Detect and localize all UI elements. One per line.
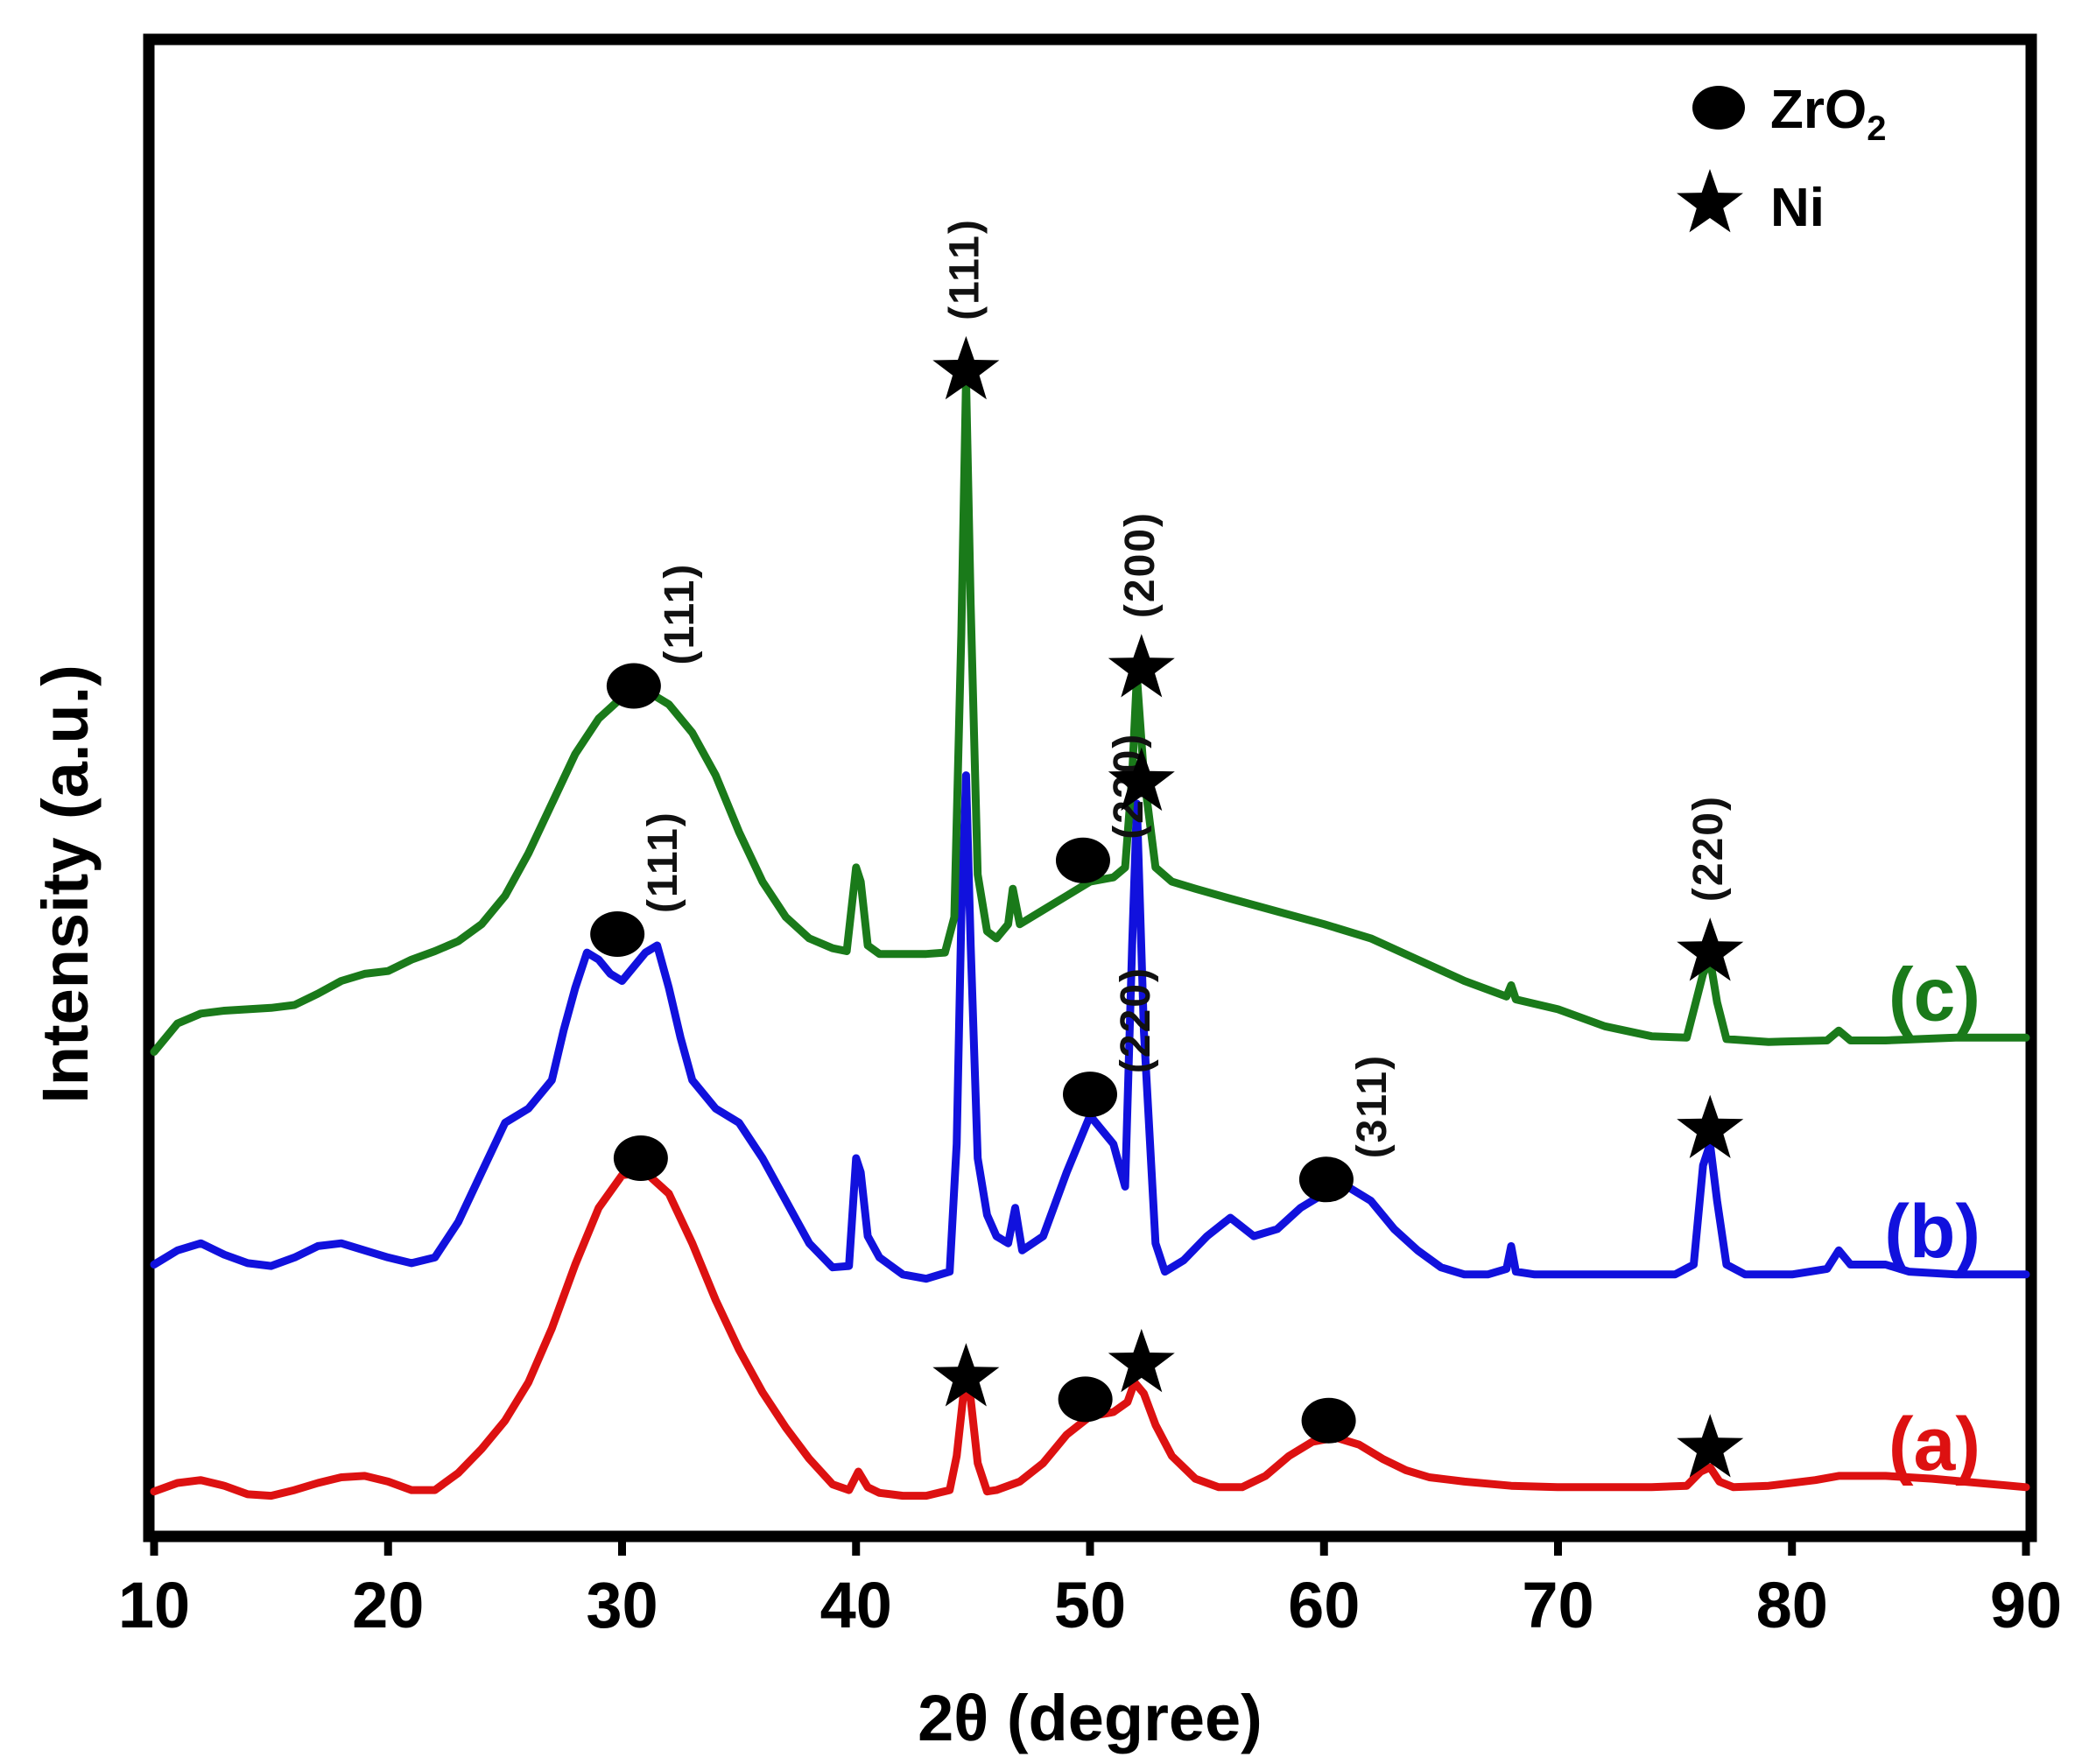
x-axis-ticks: 10 20 30 40 50 60 70 80 90 — [118, 1531, 2062, 1641]
series-layer — [150, 374, 2030, 1500]
series-line-3 — [150, 374, 2030, 1056]
zro2-circle-icon — [1301, 1397, 1356, 1444]
ni-star-icon — [932, 1343, 1000, 1407]
series-labels: (a) (b) (c) — [1884, 952, 1980, 1486]
zro2-circle-icon — [606, 663, 661, 709]
hkl-label: (220) — [1685, 795, 1732, 902]
zro2-circle-icon — [1055, 837, 1110, 883]
x-tick-label: 60 — [1288, 1569, 1360, 1641]
hkl-label: (200) — [1117, 511, 1164, 618]
zro2-circle-icon — [1058, 1376, 1113, 1423]
x-tick-label: 80 — [1756, 1569, 1828, 1641]
ni-star-icon — [1677, 1414, 1744, 1478]
hkl-label: (111) — [941, 218, 988, 320]
legend-circle-icon — [1692, 86, 1745, 130]
series-label-1: (a) — [1889, 1402, 1980, 1486]
x-tick-label: 20 — [352, 1569, 424, 1641]
zro2-circle-icon — [1298, 1156, 1354, 1203]
x-tick-label: 90 — [1990, 1569, 2062, 1641]
legend-star-icon — [1677, 169, 1743, 233]
hkl-label: (111) — [657, 563, 703, 665]
zro2-circle-icon — [590, 911, 645, 958]
x-tick-label: 30 — [586, 1569, 658, 1641]
peak-marker-layer: (111)(111)(200)(220)(220)(111)(220)(311) — [590, 218, 1744, 1478]
ni-star-icon — [1108, 747, 1175, 812]
ni-star-icon — [932, 335, 1000, 400]
ni-star-icon — [1677, 917, 1744, 981]
series-line-1 — [150, 1168, 2030, 1500]
series-line-2 — [150, 771, 2030, 1283]
x-tick-label: 40 — [820, 1569, 892, 1641]
x-tick-label: 50 — [1054, 1569, 1126, 1641]
y-axis-title: Intensity (a.u.) — [29, 664, 102, 1104]
ni-star-icon — [1108, 1328, 1175, 1393]
series-label-3: (c) — [1889, 952, 1980, 1037]
legend-zro2-subscript: 2 — [1867, 109, 1886, 148]
hkl-label: (311) — [1349, 1054, 1396, 1158]
zro2-circle-icon — [613, 1135, 668, 1181]
zro2-circle-icon — [1063, 1072, 1117, 1118]
plot-frame — [143, 33, 2037, 1543]
hkl-label: (111) — [640, 811, 686, 913]
legend-ni-label: Ni — [1770, 178, 1825, 238]
series-label-2: (b) — [1884, 1190, 1980, 1274]
x-tick-label: 10 — [118, 1569, 190, 1641]
ni-star-icon — [1677, 1094, 1744, 1158]
legend-zro2-label: ZrO2 — [1770, 80, 1886, 148]
legend: ZrO2 Ni — [1677, 80, 1886, 238]
x-tick-label: 70 — [1522, 1569, 1593, 1641]
ni-star-icon — [1108, 634, 1175, 698]
legend-zro2-main: ZrO — [1770, 80, 1867, 140]
hkl-label: (220) — [1113, 966, 1159, 1073]
x-axis-title: 2θ (degree) — [918, 1682, 1263, 1754]
